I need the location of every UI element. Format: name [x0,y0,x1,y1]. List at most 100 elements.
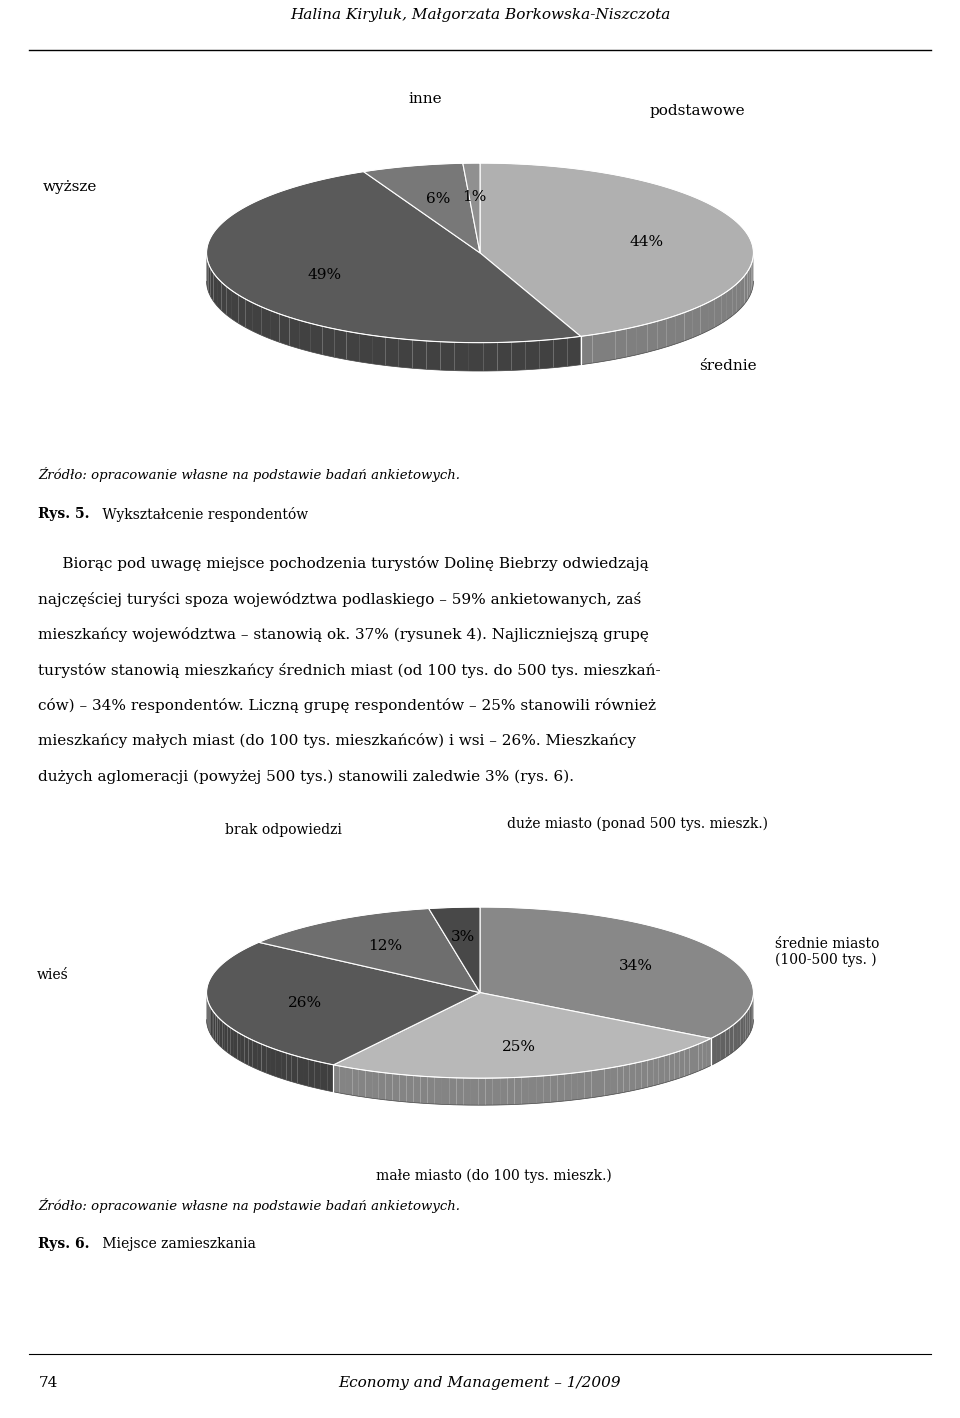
Polygon shape [300,320,311,352]
Polygon shape [223,1021,225,1051]
Polygon shape [334,329,347,360]
Polygon shape [393,1073,399,1102]
Polygon shape [228,1025,230,1055]
Polygon shape [323,326,334,357]
Text: 49%: 49% [307,268,342,282]
Polygon shape [289,318,300,349]
Polygon shape [266,1046,271,1075]
Polygon shape [750,1004,751,1034]
Polygon shape [733,1022,737,1052]
Polygon shape [486,1078,492,1105]
Polygon shape [386,1073,393,1100]
Polygon shape [271,1048,276,1076]
Text: Halina Kiryluk, Małgorzata Borkowska-Niszczota: Halina Kiryluk, Małgorzata Borkowska-Nis… [290,9,670,23]
Polygon shape [604,330,615,362]
Polygon shape [557,1073,564,1102]
Polygon shape [578,1072,585,1099]
Polygon shape [748,268,750,301]
Text: Rys. 5.: Rys. 5. [38,506,90,520]
Text: wyższe: wyższe [42,180,97,194]
Polygon shape [726,1028,730,1058]
Polygon shape [333,993,711,1078]
Polygon shape [708,299,715,330]
Text: ców) – 34% respondentów. Liczną grupę respondentów – 25% stanowili również: ców) – 34% respondentów. Liczną grupę re… [38,698,657,713]
Polygon shape [207,259,208,292]
Polygon shape [298,1056,303,1085]
Polygon shape [311,323,323,354]
Polygon shape [647,1059,653,1088]
Polygon shape [727,288,732,320]
Text: podstawowe: podstawowe [650,104,745,118]
Polygon shape [379,1072,386,1100]
Polygon shape [463,163,480,252]
Polygon shape [741,275,745,308]
Polygon shape [536,1076,543,1103]
Polygon shape [442,1078,449,1105]
Polygon shape [664,1055,669,1083]
Polygon shape [413,340,426,369]
Polygon shape [737,1020,740,1049]
Polygon shape [455,342,468,372]
Polygon shape [206,172,581,343]
Polygon shape [636,323,647,354]
Text: mieszkańcy małych miast (do 100 tys. mieszkańców) i wsi – 26%. Mieszkańcy: mieszkańcy małych miast (do 100 tys. mie… [38,733,636,749]
Polygon shape [210,268,213,302]
Polygon shape [232,291,238,323]
Text: 74: 74 [38,1375,58,1390]
Polygon shape [216,1014,218,1044]
Polygon shape [716,1034,721,1064]
Polygon shape [315,1061,321,1089]
Polygon shape [529,1076,536,1103]
Polygon shape [480,908,754,1038]
Text: duże miasto (ponad 500 tys. mieszk.): duże miasto (ponad 500 tys. mieszk.) [507,817,768,831]
Polygon shape [715,295,721,328]
Polygon shape [689,1046,694,1075]
Polygon shape [225,1024,228,1052]
Polygon shape [385,337,398,367]
Polygon shape [512,342,526,370]
Polygon shape [693,306,701,337]
Polygon shape [745,272,748,303]
Polygon shape [751,1001,753,1031]
Text: inne: inne [409,92,443,106]
Polygon shape [333,1065,340,1093]
Text: 12%: 12% [368,939,402,953]
Polygon shape [220,1020,223,1048]
Polygon shape [581,335,592,364]
Text: wieś: wieś [37,967,69,981]
Polygon shape [540,339,554,369]
Polygon shape [435,1078,442,1105]
Polygon shape [303,1058,309,1086]
Polygon shape [737,279,741,312]
Polygon shape [630,1064,636,1092]
Polygon shape [227,286,232,319]
Polygon shape [292,1055,298,1083]
Polygon shape [359,1069,366,1098]
Polygon shape [605,1068,611,1096]
Polygon shape [636,1062,641,1090]
Polygon shape [426,340,441,370]
Polygon shape [210,1007,212,1037]
Polygon shape [526,340,540,370]
Polygon shape [598,1069,605,1098]
Polygon shape [249,1038,252,1068]
Polygon shape [641,1061,647,1089]
Polygon shape [214,1012,216,1041]
Text: Miejsce zamieszkania: Miejsce zamieszkania [99,1236,256,1251]
Polygon shape [230,1028,234,1056]
Polygon shape [647,322,658,352]
Polygon shape [245,1037,249,1065]
Polygon shape [675,1051,680,1079]
Polygon shape [543,1075,550,1103]
Text: brak odpowiedzi: brak odpowiedzi [225,824,342,838]
Polygon shape [217,278,222,311]
Polygon shape [480,163,754,336]
Text: 26%: 26% [288,995,323,1010]
Polygon shape [611,1066,617,1095]
Text: 3%: 3% [451,930,475,944]
Polygon shape [340,1066,346,1095]
Polygon shape [721,292,727,323]
Text: 1%: 1% [463,190,487,204]
Text: dużych aglomeracji (powyżej 500 tys.) stanowili zaledwie 3% (rys. 6).: dużych aglomeracji (powyżej 500 tys.) st… [38,769,574,784]
Text: Economy and Management – 1/2009: Economy and Management – 1/2009 [339,1375,621,1390]
